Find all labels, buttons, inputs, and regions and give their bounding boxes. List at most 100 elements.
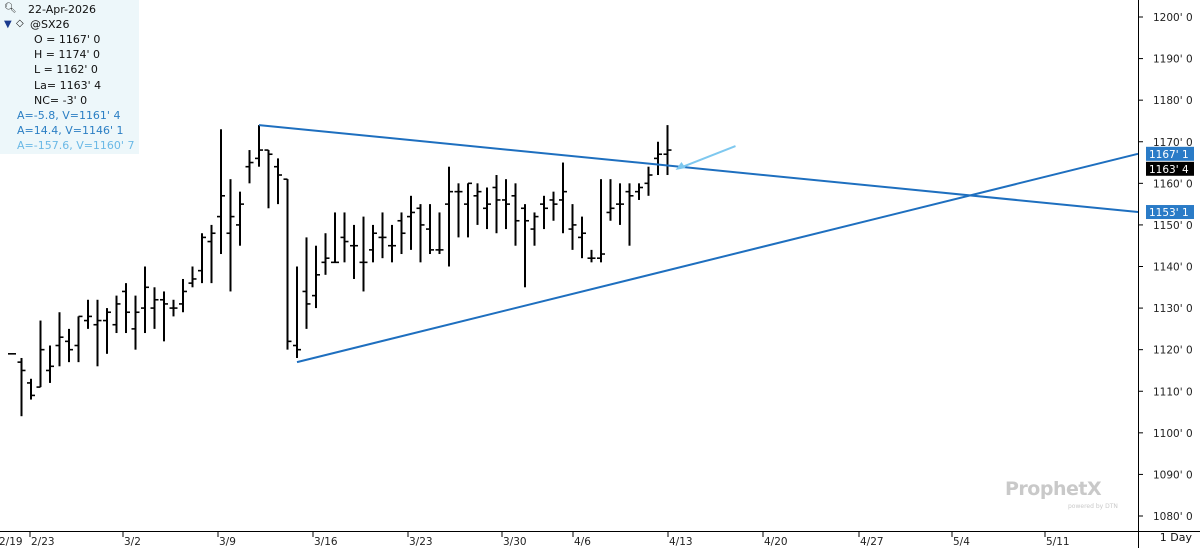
ohlc-bar (293, 266, 301, 358)
ohlc-bar (635, 183, 643, 200)
study-value-2: A=14.4, V=1146' 1 (17, 124, 124, 137)
ohlc-bar (559, 162, 567, 234)
diamond-icon: ◇ (16, 18, 24, 29)
ohlc-bar (169, 299, 178, 317)
triangle-down-icon[interactable]: ▼ (4, 19, 12, 30)
ohlc-bar (426, 204, 434, 255)
price-tick-label: 1090' 0 (1153, 469, 1193, 481)
price-tag-box (1146, 205, 1194, 220)
ohlc-bar (36, 320, 45, 388)
ohlc-bar (435, 212, 444, 255)
ohlc-bar (616, 183, 624, 225)
ohlc-bar (179, 278, 187, 313)
timeframe-label[interactable]: 1 Day (1159, 531, 1192, 544)
date-tick-label: 3/9 (219, 536, 236, 548)
ohlc-bars (8, 125, 672, 417)
ohlc-bar (27, 378, 35, 400)
low-value: L = 1162' 0 (34, 63, 98, 76)
ohlc-bar (663, 125, 672, 176)
price-tick-label: 1130' 0 (1153, 303, 1193, 315)
ohlc-bar (264, 149, 273, 209)
ohlc-bar (217, 129, 225, 255)
ohlc-bar (245, 150, 254, 184)
ohlc-bar (359, 216, 368, 292)
ohlc-bar (150, 287, 159, 329)
ohlc-bar (103, 308, 111, 354)
ohlc-bar (226, 179, 235, 292)
ohlc-bar (606, 179, 615, 221)
price-tick-label: 1170' 0 (1153, 137, 1193, 149)
ohlc-bar (93, 299, 102, 367)
price-tag-box (1146, 146, 1194, 161)
last-value: La= 1163' 4 (34, 79, 102, 92)
ohlc-bar (207, 224, 216, 284)
price-tick-label: 1100' 0 (1153, 428, 1193, 440)
date-tick-label: 3/2 (124, 536, 141, 548)
price-tag-label: 1153' 1 (1149, 207, 1189, 219)
date-tick-label: 5/4 (953, 536, 970, 548)
ohlc-bar (84, 299, 92, 329)
date-tick-label: 4/27 (860, 536, 884, 548)
high-value: H = 1174' 0 (34, 48, 100, 61)
trendline-resistance (258, 124, 1139, 214)
ohlc-bar (160, 291, 168, 342)
price-tick-label: 1200' 0 (1153, 12, 1193, 24)
prophetx-logo: ProphetX (1005, 478, 1102, 500)
ohlc-bar (644, 166, 653, 196)
ohlc-bar (654, 141, 662, 176)
ohlc-bar (483, 187, 491, 230)
price-tag: 1163' 4 (1146, 161, 1194, 176)
price-tag: 1167' 1 (1146, 146, 1194, 161)
ohlc-bar (502, 179, 510, 230)
ohlc-bar (17, 357, 26, 417)
ohlc-bar (464, 182, 472, 238)
ohlc-bar (597, 179, 605, 263)
ohlc-bar (46, 345, 54, 383)
ohlc-bar (131, 295, 140, 350)
date-tick-label: 2/23 (31, 536, 55, 548)
ohlc-bar (540, 195, 548, 230)
symbol-label: @SX26 (30, 18, 70, 31)
price-tags: 1167' 1 1163' 4 1153' 1 (1146, 146, 1194, 220)
ohlc-bar (188, 266, 197, 288)
dtn-logo-text: powered by DTN (1068, 503, 1118, 510)
ohlc-bar (388, 224, 396, 263)
ohlc-bar (445, 166, 453, 267)
price-tick-label: 1190' 0 (1153, 54, 1193, 66)
ohlc-bar (568, 204, 577, 250)
ohlc-bar (55, 312, 64, 367)
ohlc-bar (122, 283, 130, 334)
magnifier-icon[interactable]: 🔍︎ (4, 3, 17, 14)
ohlc-bar (321, 233, 330, 275)
date-tick-label: 4/20 (764, 536, 788, 548)
price-tick-label: 1160' 0 (1153, 178, 1193, 190)
date-tick-label: 2/19 (0, 536, 23, 548)
ohlc-bar (397, 212, 406, 255)
price-tag: 1153' 1 (1146, 205, 1194, 220)
study-value-1: A=-5.8, V=1161' 4 (17, 109, 121, 122)
ohlc-bar (454, 183, 463, 238)
date-axis: 2/19 2/23 3/2 3/9 3/16 3/23 3/30 4/6 4/13 4/20 4/2… (0, 531, 1070, 548)
ohlc-bar (274, 158, 282, 205)
trendlines (258, 124, 1139, 364)
ohlc-bar (236, 191, 244, 246)
annotation-arrow (675, 145, 736, 171)
ohlc-bar (302, 237, 311, 329)
ohlc-bar (74, 315, 83, 363)
study-value-3: A=-157.6, V=1160' 7 (17, 139, 135, 152)
ohlc-bar (492, 175, 501, 234)
ohlc-bar (625, 183, 634, 246)
price-tag-box (1146, 161, 1194, 176)
ohlc-bar (521, 204, 529, 288)
ohlc-bar (340, 212, 349, 263)
price-tag-label: 1167' 1 (1149, 149, 1189, 161)
ohlc-bar (283, 178, 292, 350)
arrow-head (675, 162, 686, 171)
ohlc-bar (530, 212, 539, 246)
ohlc-bar (141, 266, 149, 334)
ohlc-bar (378, 212, 387, 259)
date-tick-label: 3/30 (503, 536, 527, 548)
price-tick-label: 1180' 0 (1153, 95, 1193, 107)
